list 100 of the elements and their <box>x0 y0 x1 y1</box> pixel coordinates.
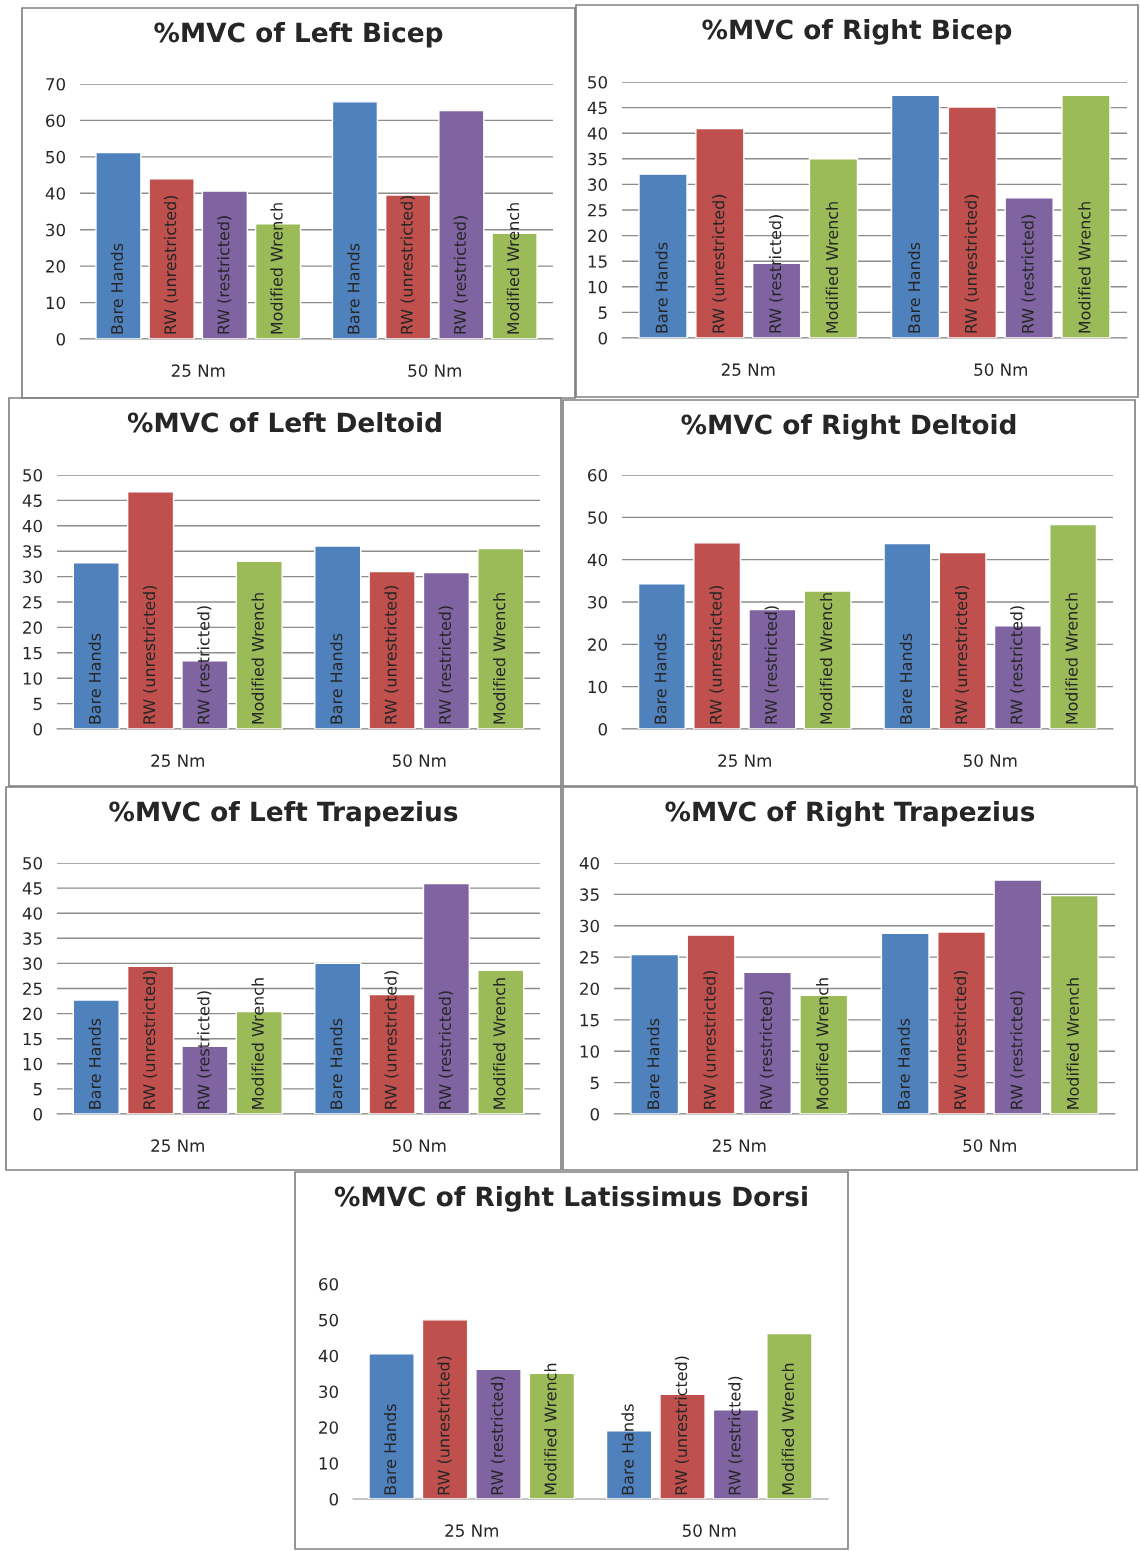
series-label: Modified Wrench <box>251 978 264 1109</box>
bar <box>1004 197 1054 338</box>
series-label: RW (unrestricted) <box>712 194 727 333</box>
bar <box>421 1319 469 1499</box>
y-tick-label: 40 <box>579 856 599 870</box>
text: Modified Wrench <box>781 1363 795 1495</box>
text: Bare Hands <box>330 1018 343 1109</box>
text: RW (restricted) <box>728 1376 743 1495</box>
y-tick-label: 45 <box>22 494 42 507</box>
text: RW (restricted) <box>438 606 453 724</box>
y-tick-label: 40 <box>587 127 607 140</box>
bar <box>638 173 688 338</box>
series-label: RW (restricted) <box>764 606 779 724</box>
bar <box>1061 94 1111 338</box>
bar <box>235 560 283 729</box>
series-label: Bare Hands <box>383 1404 397 1495</box>
text: RW (restricted) <box>1010 991 1025 1109</box>
bar <box>314 962 362 1114</box>
y-tick-label: 10 <box>580 1045 599 1058</box>
x-tick-label: 50 Nm <box>963 1139 1016 1152</box>
series-label: Modified Wrench <box>825 202 839 333</box>
y-tick-label: 40 <box>587 553 607 567</box>
y-tick-label: 50 <box>23 856 42 870</box>
y-tick-label: 10 <box>23 672 42 685</box>
text: Bare Hands <box>897 1018 910 1109</box>
bar <box>880 932 930 1114</box>
y-tick-label: 40 <box>22 519 42 533</box>
series-label: Bare Hands <box>110 243 124 334</box>
x-tick-label: 50 Nm <box>392 1139 446 1152</box>
bar <box>148 178 195 339</box>
bar <box>1049 894 1099 1114</box>
y-tick-label: 35 <box>23 932 42 945</box>
text: RW (restricted) <box>453 216 468 334</box>
series-label: Bare Hands <box>88 633 101 724</box>
bar <box>438 109 485 339</box>
bar <box>331 101 379 339</box>
bar <box>695 127 745 338</box>
bar <box>993 879 1043 1114</box>
chart-title: %MVC of Right Latissimus Dorsi <box>334 1186 807 1212</box>
text: Modified Wrench <box>1078 202 1091 333</box>
y-tick-label: 50 <box>588 511 607 524</box>
bar <box>126 491 175 729</box>
series-label: RW (unrestricted) <box>709 585 724 724</box>
text: Modified Wrench <box>506 203 520 334</box>
y-tick-label: 20 <box>23 1007 42 1021</box>
y-tick-label: 15 <box>23 646 42 660</box>
bar <box>314 545 362 729</box>
y-tick-label: 25 <box>23 595 42 609</box>
y-tick-label: 50 <box>588 75 607 89</box>
y-tick-label: 30 <box>319 1385 338 1399</box>
y-tick-label: 60 <box>588 468 607 482</box>
x-tick-label: 50 Nm <box>682 1524 736 1537</box>
y-tick-label: 50 <box>319 1313 338 1327</box>
y-tick-label: 35 <box>588 152 607 166</box>
bar <box>637 583 686 729</box>
bar <box>72 999 120 1114</box>
bar <box>808 158 859 338</box>
y-tick-label: 30 <box>588 178 607 191</box>
y-tick-label: 50 <box>46 150 65 164</box>
bar <box>368 1353 415 1499</box>
y-tick-label: 35 <box>23 545 42 558</box>
series-label: Modified Wrench <box>819 593 833 724</box>
y-tick-label: 15 <box>23 1032 42 1046</box>
y-tick-label: 20 <box>588 229 607 243</box>
y-tick-label: 0 <box>33 1107 42 1121</box>
x-tick-label: 50 Nm <box>408 364 461 377</box>
chart-title: %MVC of Right Deltoid <box>681 414 1016 440</box>
y-tick-label: 0 <box>598 331 607 345</box>
bar <box>686 934 736 1114</box>
bar <box>384 194 432 339</box>
series-label: Bare Hands <box>88 1018 101 1109</box>
series-label: Bare Hands <box>655 242 668 333</box>
bar <box>368 570 416 729</box>
text: RW (unrestricted) <box>163 195 179 334</box>
y-tick-label: 0 <box>590 1107 599 1121</box>
bar <box>72 562 120 729</box>
y-tick-label: 0 <box>329 1492 338 1506</box>
bar <box>883 542 932 729</box>
chart-title: %MVC of Left Deltoid <box>127 412 441 433</box>
y-tick-label: 0 <box>56 332 65 346</box>
y-tick-label: 15 <box>588 255 607 268</box>
y-tick-label: 40 <box>318 1349 338 1363</box>
y-tick-label: 10 <box>46 296 65 310</box>
bar <box>938 551 987 729</box>
x-tick-label: 25 Nm <box>171 364 225 377</box>
text: RW (unrestricted) <box>384 970 399 1109</box>
y-tick-label: 20 <box>580 982 599 996</box>
bar <box>422 882 471 1114</box>
text: Modified Wrench <box>1065 593 1078 724</box>
y-tick-label: 30 <box>23 957 42 970</box>
y-tick-label: 25 <box>23 982 42 996</box>
y-tick-label: 5 <box>590 1076 599 1090</box>
y-tick-label: 30 <box>46 223 65 237</box>
series-label: RW (unrestricted) <box>400 195 415 334</box>
y-tick-label: 45 <box>22 882 42 895</box>
bar <box>803 590 852 729</box>
series-label: RW (restricted) <box>217 216 232 334</box>
x-tick-label: 25 Nm <box>718 754 771 767</box>
y-tick-label: 30 <box>588 595 607 609</box>
y-tick-label: 10 <box>319 1457 338 1470</box>
